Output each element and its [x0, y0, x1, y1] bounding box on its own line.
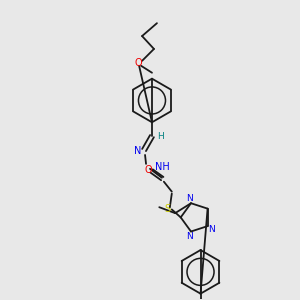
Text: NH: NH [155, 162, 170, 172]
Text: O: O [134, 58, 142, 68]
Text: N: N [208, 224, 215, 233]
Text: N: N [186, 232, 193, 241]
Text: O: O [144, 165, 152, 175]
Text: N: N [186, 194, 193, 203]
Text: S: S [165, 204, 171, 214]
Text: H: H [158, 132, 164, 141]
Text: N: N [134, 146, 142, 156]
